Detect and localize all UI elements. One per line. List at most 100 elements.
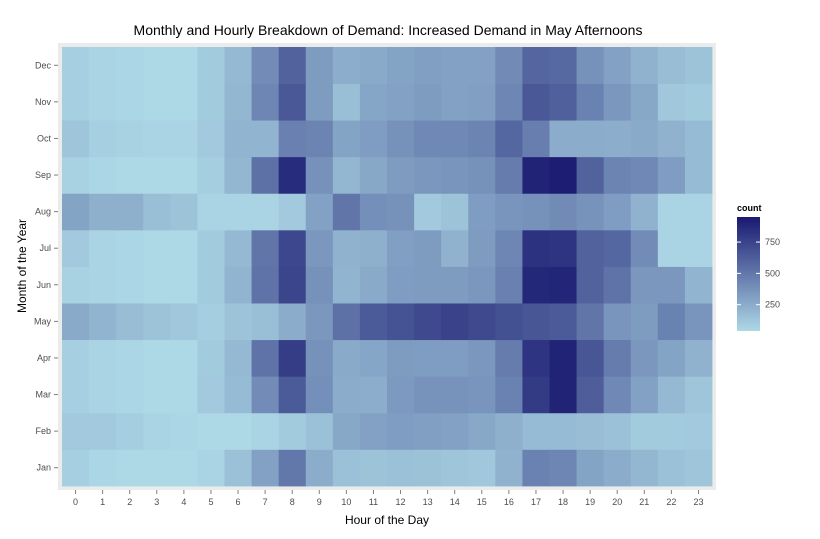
heatmap-cell-sep-23 bbox=[684, 156, 713, 194]
heatmap-cell-may-0 bbox=[62, 303, 90, 341]
heatmap-cell-mar-2 bbox=[116, 376, 144, 414]
heatmap-cell-feb-8 bbox=[278, 412, 307, 450]
heatmap-cell-jan-12 bbox=[387, 449, 415, 487]
heatmap-cell-dec-0 bbox=[62, 47, 90, 84]
heatmap-cell-mar-20 bbox=[603, 376, 632, 414]
heatmap-cell-dec-20 bbox=[603, 47, 632, 84]
x-tick-label: 15 bbox=[477, 497, 487, 507]
heatmap-cell-oct-6 bbox=[224, 120, 252, 158]
heatmap-cell-jan-1 bbox=[89, 449, 117, 487]
heatmap-cell-jan-21 bbox=[630, 449, 659, 487]
heatmap-cell-oct-12 bbox=[387, 120, 415, 158]
y-tick-label: Jul bbox=[39, 243, 51, 253]
heatmap-cell-may-3 bbox=[143, 303, 171, 341]
heatmap-cell-jul-17 bbox=[522, 229, 550, 267]
heatmap-cell-sep-10 bbox=[332, 156, 361, 194]
heatmap-cell-feb-19 bbox=[576, 412, 605, 450]
x-tick-label: 23 bbox=[693, 497, 703, 507]
heatmap-cell-dec-4 bbox=[170, 47, 198, 84]
chart-title: Monthly and Hourly Breakdown of Demand: … bbox=[134, 22, 643, 38]
x-tick-label: 12 bbox=[396, 497, 406, 507]
heatmap-cell-apr-0 bbox=[62, 339, 90, 377]
heatmap-cell-feb-0 bbox=[62, 412, 90, 450]
heatmap-cell-feb-9 bbox=[305, 412, 334, 450]
heatmap-cell-oct-19 bbox=[576, 120, 605, 158]
heatmap-cell-jul-15 bbox=[468, 229, 496, 267]
x-tick-label: 2 bbox=[127, 497, 132, 507]
heatmap-cell-dec-22 bbox=[657, 47, 686, 84]
heatmap-cell-dec-18 bbox=[549, 47, 577, 84]
heatmap-cell-aug-1 bbox=[89, 193, 117, 231]
x-tick-label: 8 bbox=[290, 497, 295, 507]
heatmap-cell-apr-14 bbox=[441, 339, 469, 377]
x-tick-label: 14 bbox=[450, 497, 460, 507]
y-tick-label: Nov bbox=[35, 97, 52, 107]
heatmap-cell-mar-9 bbox=[305, 376, 334, 414]
heatmap-cell-aug-15 bbox=[468, 193, 496, 231]
heatmap-cell-jun-5 bbox=[197, 266, 225, 304]
heatmap-cell-apr-16 bbox=[495, 339, 523, 377]
heatmap-cell-sep-16 bbox=[495, 156, 523, 194]
heatmap-cell-jun-21 bbox=[630, 266, 659, 304]
heatmap-cell-may-21 bbox=[630, 303, 659, 341]
legend-colorbar bbox=[737, 217, 760, 331]
heatmap-cell-oct-11 bbox=[359, 120, 388, 158]
heatmap-cell-feb-5 bbox=[197, 412, 225, 450]
y-tick-label: Dec bbox=[35, 60, 52, 70]
heatmap-cell-feb-10 bbox=[332, 412, 361, 450]
heatmap-cell-jul-14 bbox=[441, 229, 469, 267]
heatmap-cell-dec-13 bbox=[414, 47, 442, 84]
heatmap-cell-apr-1 bbox=[89, 339, 117, 377]
heatmap-cell-jan-13 bbox=[414, 449, 442, 487]
heatmap-cell-mar-18 bbox=[549, 376, 577, 414]
heatmap-cell-jan-22 bbox=[657, 449, 686, 487]
heatmap-cell-apr-3 bbox=[143, 339, 171, 377]
heatmap-cell-apr-17 bbox=[522, 339, 550, 377]
heatmap-cell-jul-16 bbox=[495, 229, 523, 267]
heatmap-cell-dec-11 bbox=[359, 47, 388, 84]
x-tick-label: 3 bbox=[154, 497, 159, 507]
heatmap-cell-nov-9 bbox=[305, 83, 334, 121]
heatmap-cell-jan-5 bbox=[197, 449, 225, 487]
heatmap-cell-mar-21 bbox=[630, 376, 659, 414]
heatmap-cell-jul-0 bbox=[62, 229, 90, 267]
heatmap-cell-mar-1 bbox=[89, 376, 117, 414]
heatmap-cell-nov-11 bbox=[359, 83, 388, 121]
heatmap-cell-jul-18 bbox=[549, 229, 577, 267]
heatmap-cell-apr-11 bbox=[359, 339, 388, 377]
heatmap-cell-oct-18 bbox=[549, 120, 577, 158]
heatmap-cell-mar-3 bbox=[143, 376, 171, 414]
heatmap-cell-aug-16 bbox=[495, 193, 523, 231]
heatmap-cell-aug-12 bbox=[387, 193, 415, 231]
heatmap-cell-apr-15 bbox=[468, 339, 496, 377]
heatmap-cell-sep-17 bbox=[522, 156, 550, 194]
heatmap-cell-dec-14 bbox=[441, 47, 469, 84]
heatmap-cell-sep-22 bbox=[657, 156, 686, 194]
heatmap-cell-sep-18 bbox=[549, 156, 577, 194]
heatmap-cell-nov-12 bbox=[387, 83, 415, 121]
heatmap-cell-apr-23 bbox=[684, 339, 713, 377]
heatmap-cell-mar-15 bbox=[468, 376, 496, 414]
heatmap-cell-oct-8 bbox=[278, 120, 307, 158]
x-tick-label: 0 bbox=[73, 497, 78, 507]
heatmap-cell-nov-21 bbox=[630, 83, 659, 121]
y-tick-label: Mar bbox=[36, 390, 52, 400]
heatmap-cell-apr-9 bbox=[305, 339, 334, 377]
heatmap-cell-sep-13 bbox=[414, 156, 442, 194]
heatmap-cell-apr-4 bbox=[170, 339, 198, 377]
heatmap-cell-jan-23 bbox=[684, 449, 713, 487]
heatmap-cell-dec-1 bbox=[89, 47, 117, 84]
heatmap-cell-jan-14 bbox=[441, 449, 469, 487]
heatmap-cell-may-18 bbox=[549, 303, 577, 341]
heatmap-cell-jul-19 bbox=[576, 229, 605, 267]
y-tick-label: Jan bbox=[36, 463, 51, 473]
heatmap-cell-may-9 bbox=[305, 303, 334, 341]
heatmap-cell-sep-6 bbox=[224, 156, 252, 194]
heatmap-cell-may-5 bbox=[197, 303, 225, 341]
heatmap-cell-feb-12 bbox=[387, 412, 415, 450]
y-tick-label: Apr bbox=[37, 353, 51, 363]
heatmap-cell-mar-17 bbox=[522, 376, 550, 414]
heatmap-cell-feb-11 bbox=[359, 412, 388, 450]
x-tick-label: 1 bbox=[100, 497, 105, 507]
heatmap-cell-jan-11 bbox=[359, 449, 388, 487]
